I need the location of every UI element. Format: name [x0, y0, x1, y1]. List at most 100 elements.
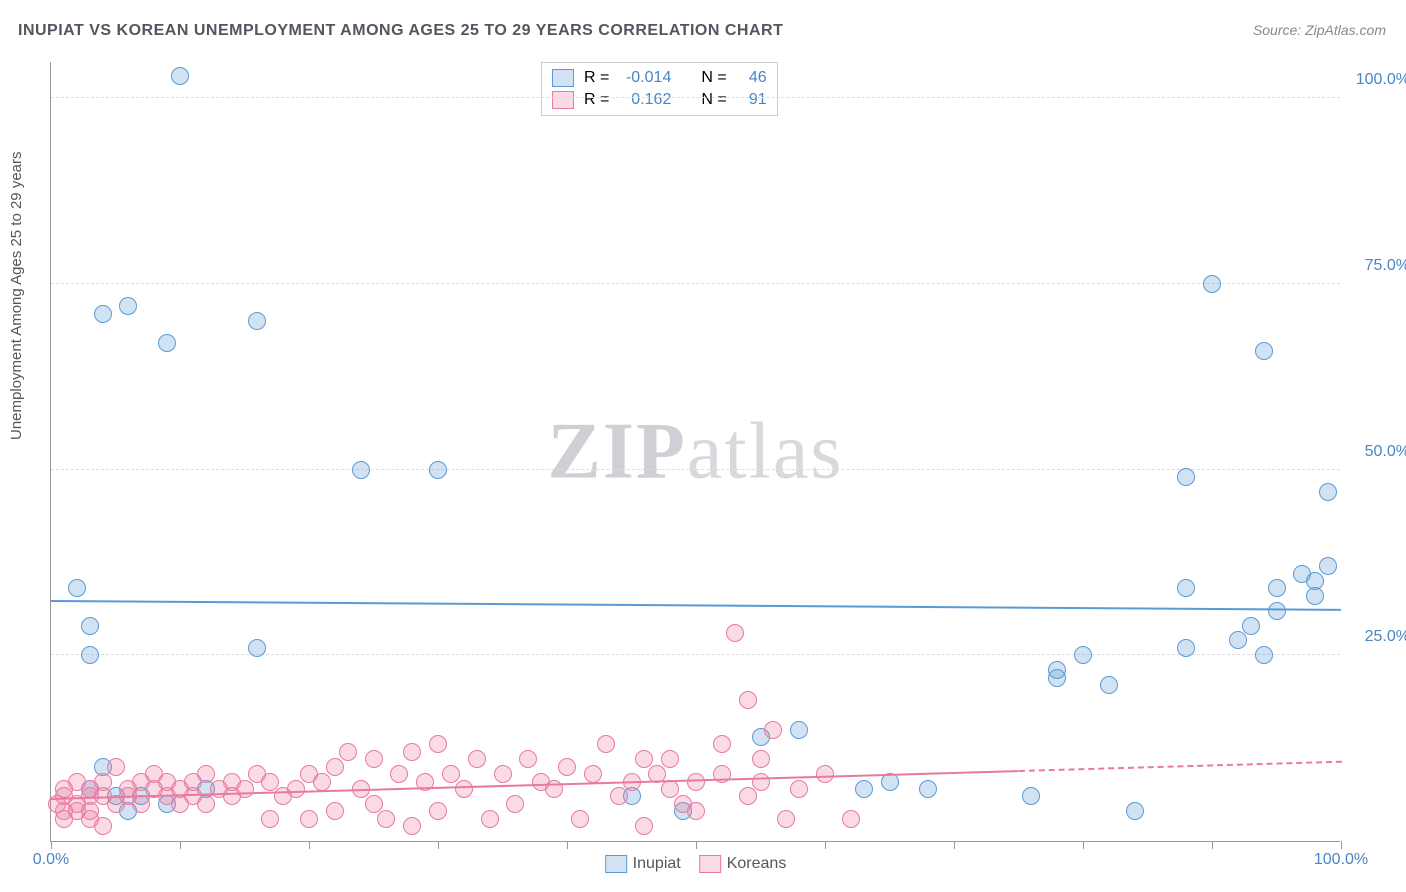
watermark: ZIPatlas: [548, 406, 844, 497]
scatter-plot-area: ZIPatlas R = -0.014 N = 46 R = 0.162 N =…: [50, 62, 1340, 842]
legend-item-koreans: Koreans: [699, 855, 787, 873]
data-point: [107, 758, 125, 776]
x-tick: [1341, 841, 1342, 849]
data-point: [1177, 468, 1195, 486]
data-point: [403, 817, 421, 835]
x-tick-label: 0.0%: [33, 851, 69, 869]
data-point: [752, 773, 770, 791]
legend-row-inupiat: R = -0.014 N = 46: [552, 67, 767, 89]
data-point: [687, 802, 705, 820]
n-label: N =: [701, 91, 726, 109]
data-point: [919, 780, 937, 798]
series-legend: Inupiat Koreans: [605, 855, 787, 873]
data-point: [597, 735, 615, 753]
data-point: [455, 780, 473, 798]
legend-label-koreans: Koreans: [727, 855, 787, 873]
data-point: [1268, 602, 1286, 620]
data-point: [236, 780, 254, 798]
data-point: [81, 617, 99, 635]
data-point: [468, 750, 486, 768]
data-point: [764, 721, 782, 739]
r-label: R =: [584, 91, 609, 109]
data-point: [661, 750, 679, 768]
data-point: [197, 765, 215, 783]
data-point: [635, 750, 653, 768]
y-axis-label: Unemployment Among Ages 25 to 29 years: [8, 151, 25, 440]
data-point: [197, 795, 215, 813]
data-point: [1242, 617, 1260, 635]
data-point: [429, 802, 447, 820]
data-point: [1100, 676, 1118, 694]
data-point: [1203, 275, 1221, 293]
n-value-koreans: 91: [737, 91, 767, 109]
data-point: [326, 758, 344, 776]
data-point: [855, 780, 873, 798]
data-point: [610, 787, 628, 805]
data-point: [1306, 572, 1324, 590]
chart-title: INUPIAT VS KOREAN UNEMPLOYMENT AMONG AGE…: [18, 22, 783, 40]
r-value-koreans: 0.162: [619, 91, 671, 109]
data-point: [752, 750, 770, 768]
data-point: [558, 758, 576, 776]
data-point: [94, 305, 112, 323]
data-point: [571, 810, 589, 828]
y-tick-label: 100.0%: [1350, 71, 1406, 89]
data-point: [1126, 802, 1144, 820]
x-tick: [438, 841, 439, 849]
data-point: [429, 735, 447, 753]
trend-line-dashed: [1018, 761, 1341, 772]
data-point: [1255, 646, 1273, 664]
swatch-koreans-bottom: [699, 855, 721, 873]
gridline: [51, 283, 1340, 284]
data-point: [790, 780, 808, 798]
data-point: [726, 624, 744, 642]
data-point: [248, 312, 266, 330]
legend-row-koreans: R = 0.162 N = 91: [552, 89, 767, 111]
data-point: [790, 721, 808, 739]
gridline: [51, 654, 1340, 655]
r-label: R =: [584, 69, 609, 87]
data-point: [481, 810, 499, 828]
data-point: [119, 297, 137, 315]
data-point: [171, 67, 189, 85]
y-tick-label: 25.0%: [1350, 628, 1406, 646]
data-point: [1177, 579, 1195, 597]
data-point: [365, 795, 383, 813]
data-point: [94, 817, 112, 835]
source-attribution: Source: ZipAtlas.com: [1253, 22, 1386, 38]
watermark-bold: ZIP: [548, 407, 687, 495]
x-tick: [1212, 841, 1213, 849]
trend-line: [51, 600, 1341, 611]
data-point: [442, 765, 460, 783]
data-point: [739, 691, 757, 709]
r-value-inupiat: -0.014: [619, 69, 671, 87]
data-point: [506, 795, 524, 813]
n-value-inupiat: 46: [737, 69, 767, 87]
data-point: [261, 810, 279, 828]
data-point: [365, 750, 383, 768]
gridline: [51, 97, 1340, 98]
y-tick-label: 50.0%: [1350, 443, 1406, 461]
data-point: [816, 765, 834, 783]
x-tick: [51, 841, 52, 849]
legend-label-inupiat: Inupiat: [633, 855, 681, 873]
data-point: [1074, 646, 1092, 664]
x-tick: [567, 841, 568, 849]
data-point: [352, 461, 370, 479]
data-point: [287, 780, 305, 798]
gridline: [51, 469, 1340, 470]
data-point: [248, 639, 266, 657]
data-point: [68, 579, 86, 597]
data-point: [494, 765, 512, 783]
swatch-koreans: [552, 91, 574, 109]
x-tick: [696, 841, 697, 849]
data-point: [313, 773, 331, 791]
data-point: [1255, 342, 1273, 360]
x-tick-label: 100.0%: [1314, 851, 1368, 869]
data-point: [261, 773, 279, 791]
data-point: [81, 646, 99, 664]
swatch-inupiat: [552, 69, 574, 87]
x-tick: [180, 841, 181, 849]
data-point: [377, 810, 395, 828]
data-point: [1177, 639, 1195, 657]
